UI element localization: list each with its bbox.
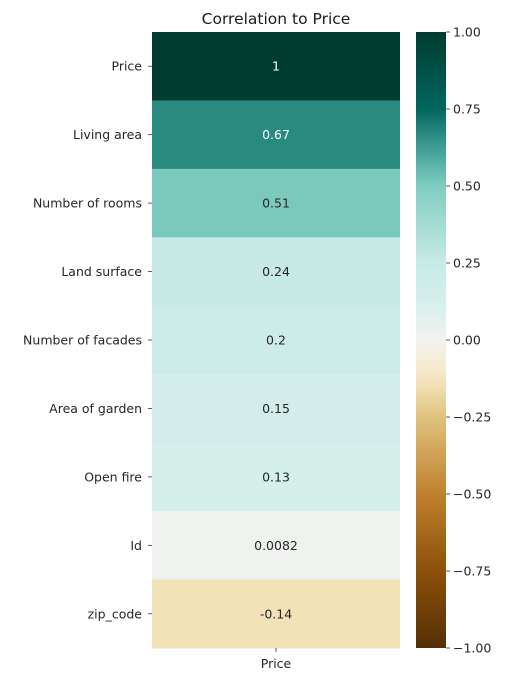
cell-annotation: 0.15 (262, 401, 290, 416)
colorbar-tick-label: 0.00 (453, 333, 481, 348)
cell-annotation: 0.24 (262, 264, 290, 279)
colorbar-tick-label: 1.00 (453, 25, 481, 40)
cell-annotation: 0.0082 (254, 538, 298, 553)
row-labels: Price Living area Number of rooms Land surf… (23, 59, 152, 622)
cell-annotation: 0.2 (266, 333, 286, 348)
cell-annotation: 1 (272, 59, 280, 74)
column-labels: Price (261, 648, 292, 671)
row-label: Number of rooms (33, 196, 142, 211)
row-label: Price (112, 59, 143, 74)
column-label: Price (261, 656, 292, 671)
cell-annotation: 0.13 (262, 469, 290, 484)
row-label: Land surface (61, 264, 142, 279)
colorbar-tick-label: −1.00 (453, 641, 491, 656)
colorbar-tick-label: −0.25 (453, 410, 491, 425)
row-label: Id (130, 538, 142, 553)
row-label: Living area (73, 127, 142, 142)
row-label: zip_code (88, 606, 143, 621)
colorbar-gradient (416, 32, 446, 648)
row-label: Number of facades (23, 333, 142, 348)
colorbar-tick-label: 0.75 (453, 102, 481, 117)
row-label: Area of garden (49, 401, 142, 416)
heatmap-cells: 1 0.67 0.51 0.24 0.2 0.15 0.13 0.0082 -0.14 (152, 32, 400, 649)
cell-annotation: -0.14 (260, 606, 292, 621)
colorbar: 1.00 0.75 0.50 0.25 0.00 −0.25 −0.50 −0.75 −1.00 (416, 25, 491, 656)
cell-annotation: 0.51 (262, 196, 290, 211)
colorbar-tick-label: 0.25 (453, 256, 481, 271)
row-label: Open fire (84, 469, 142, 484)
chart-title: Correlation to Price (202, 10, 351, 28)
colorbar-tick-label: 0.50 (453, 179, 481, 194)
colorbar-tick-label: −0.50 (453, 487, 491, 502)
colorbar-tick-label: −0.75 (453, 564, 491, 579)
cell-annotation: 0.67 (262, 127, 290, 142)
